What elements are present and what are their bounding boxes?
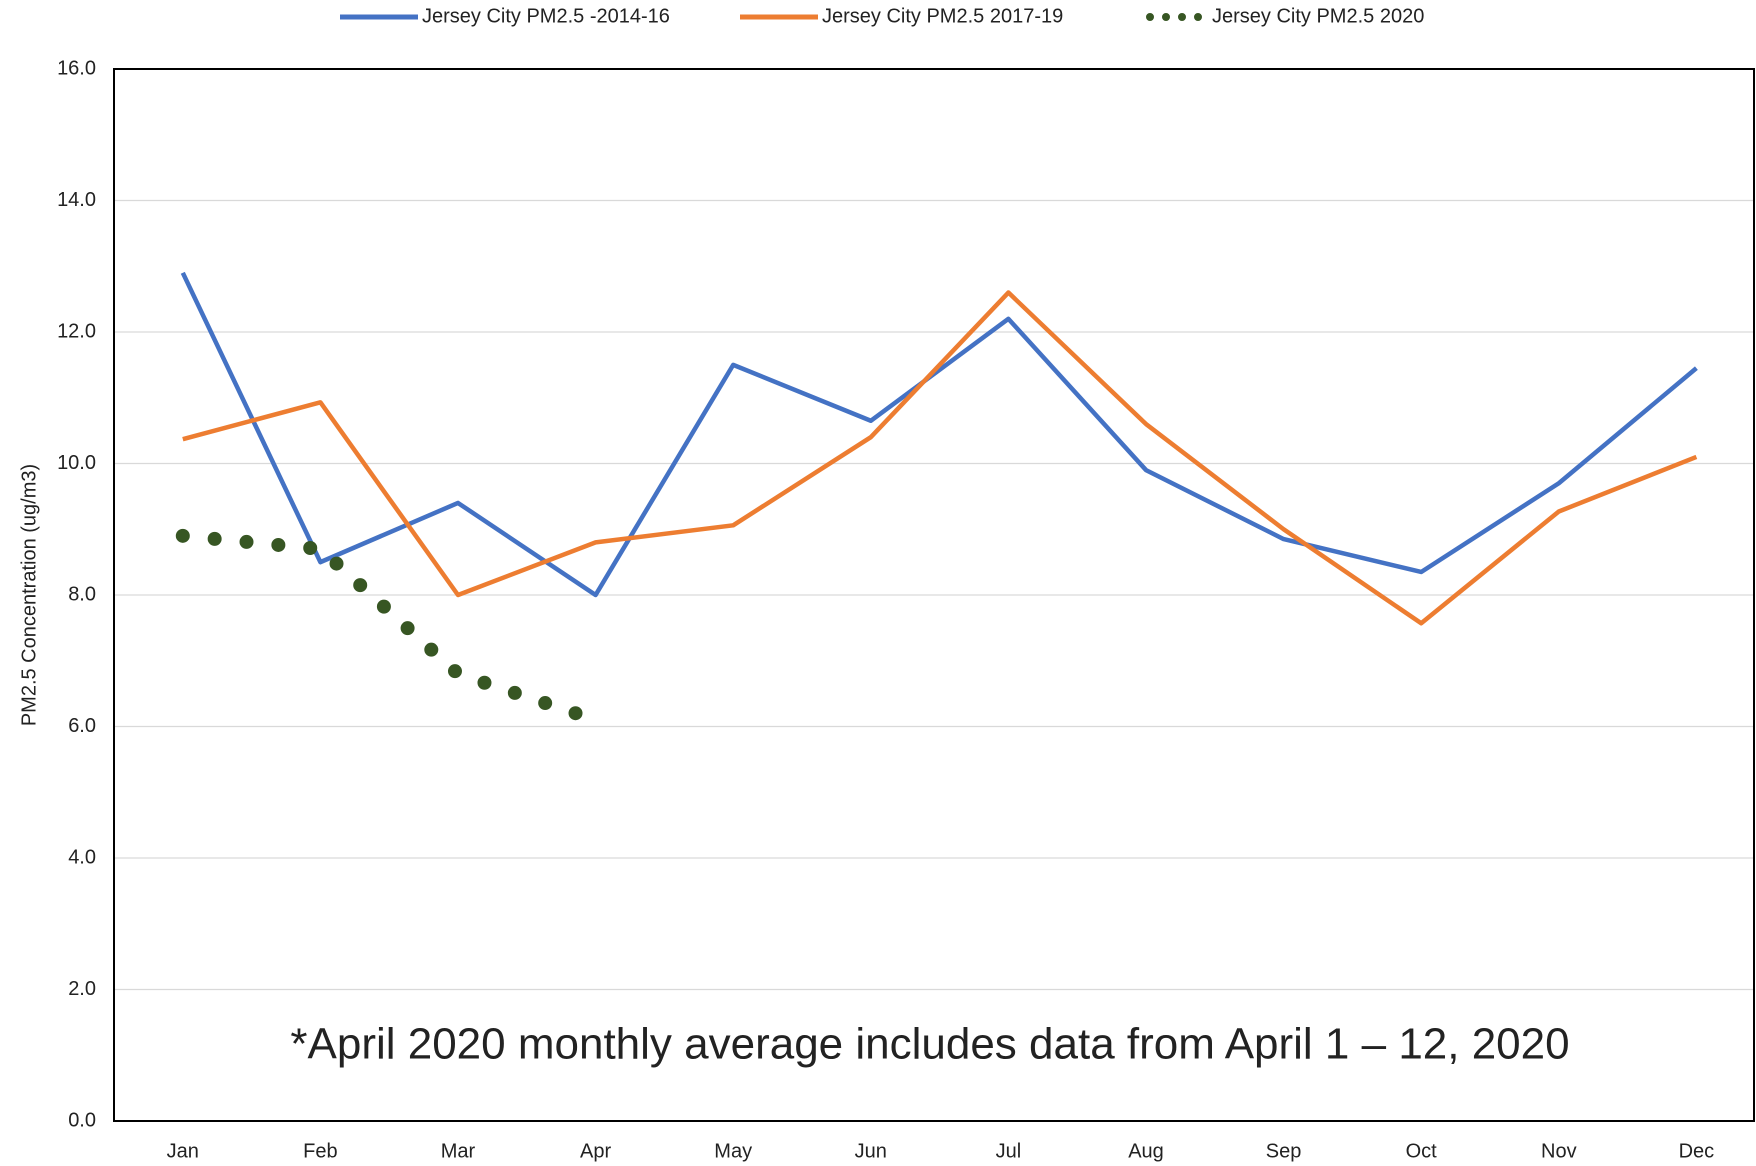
x-tick-label: Oct [1406,1140,1438,1162]
x-tick-label: Apr [580,1140,611,1162]
x-tick-label: Jun [855,1140,887,1162]
y-tick-label: 6.0 [68,715,96,737]
y-tick-label: 16.0 [57,57,96,79]
series-line [175,528,603,727]
x-tick-label: Nov [1541,1140,1577,1162]
x-tick-label: Mar [441,1140,476,1162]
y-tick-label: 2.0 [68,978,96,1000]
y-tick-label: 4.0 [68,846,96,868]
y-tick-label: 12.0 [57,320,96,342]
y-tick-label: 14.0 [57,189,96,211]
x-tick-label: Sep [1266,1140,1302,1162]
x-tick-label: Feb [303,1140,337,1162]
y-axis-label: PM2.5 Concentration (ug/m3) [18,464,40,726]
legend-label: Jersey City PM2.5 2017-19 [822,5,1063,27]
x-tick-label: Aug [1128,1140,1164,1162]
series-line [180,271,1698,598]
annotation: *April 2020 monthly average includes dat… [290,1020,1569,1069]
plot-frame [113,68,1755,1122]
y-tick-label: 10.0 [57,452,96,474]
legend-label: Jersey City PM2.5 2020 [1212,5,1424,27]
x-tick-label: May [714,1140,752,1162]
series-line [182,290,1698,626]
y-tick-label: 0.0 [68,1109,96,1131]
x-tick-label: Jan [167,1140,199,1162]
x-tick-label: Jul [996,1140,1022,1162]
x-tick-label: Dec [1679,1140,1715,1162]
legend-label: Jersey City PM2.5 -2014-16 [422,5,670,27]
y-tick-label: 8.0 [68,583,96,605]
